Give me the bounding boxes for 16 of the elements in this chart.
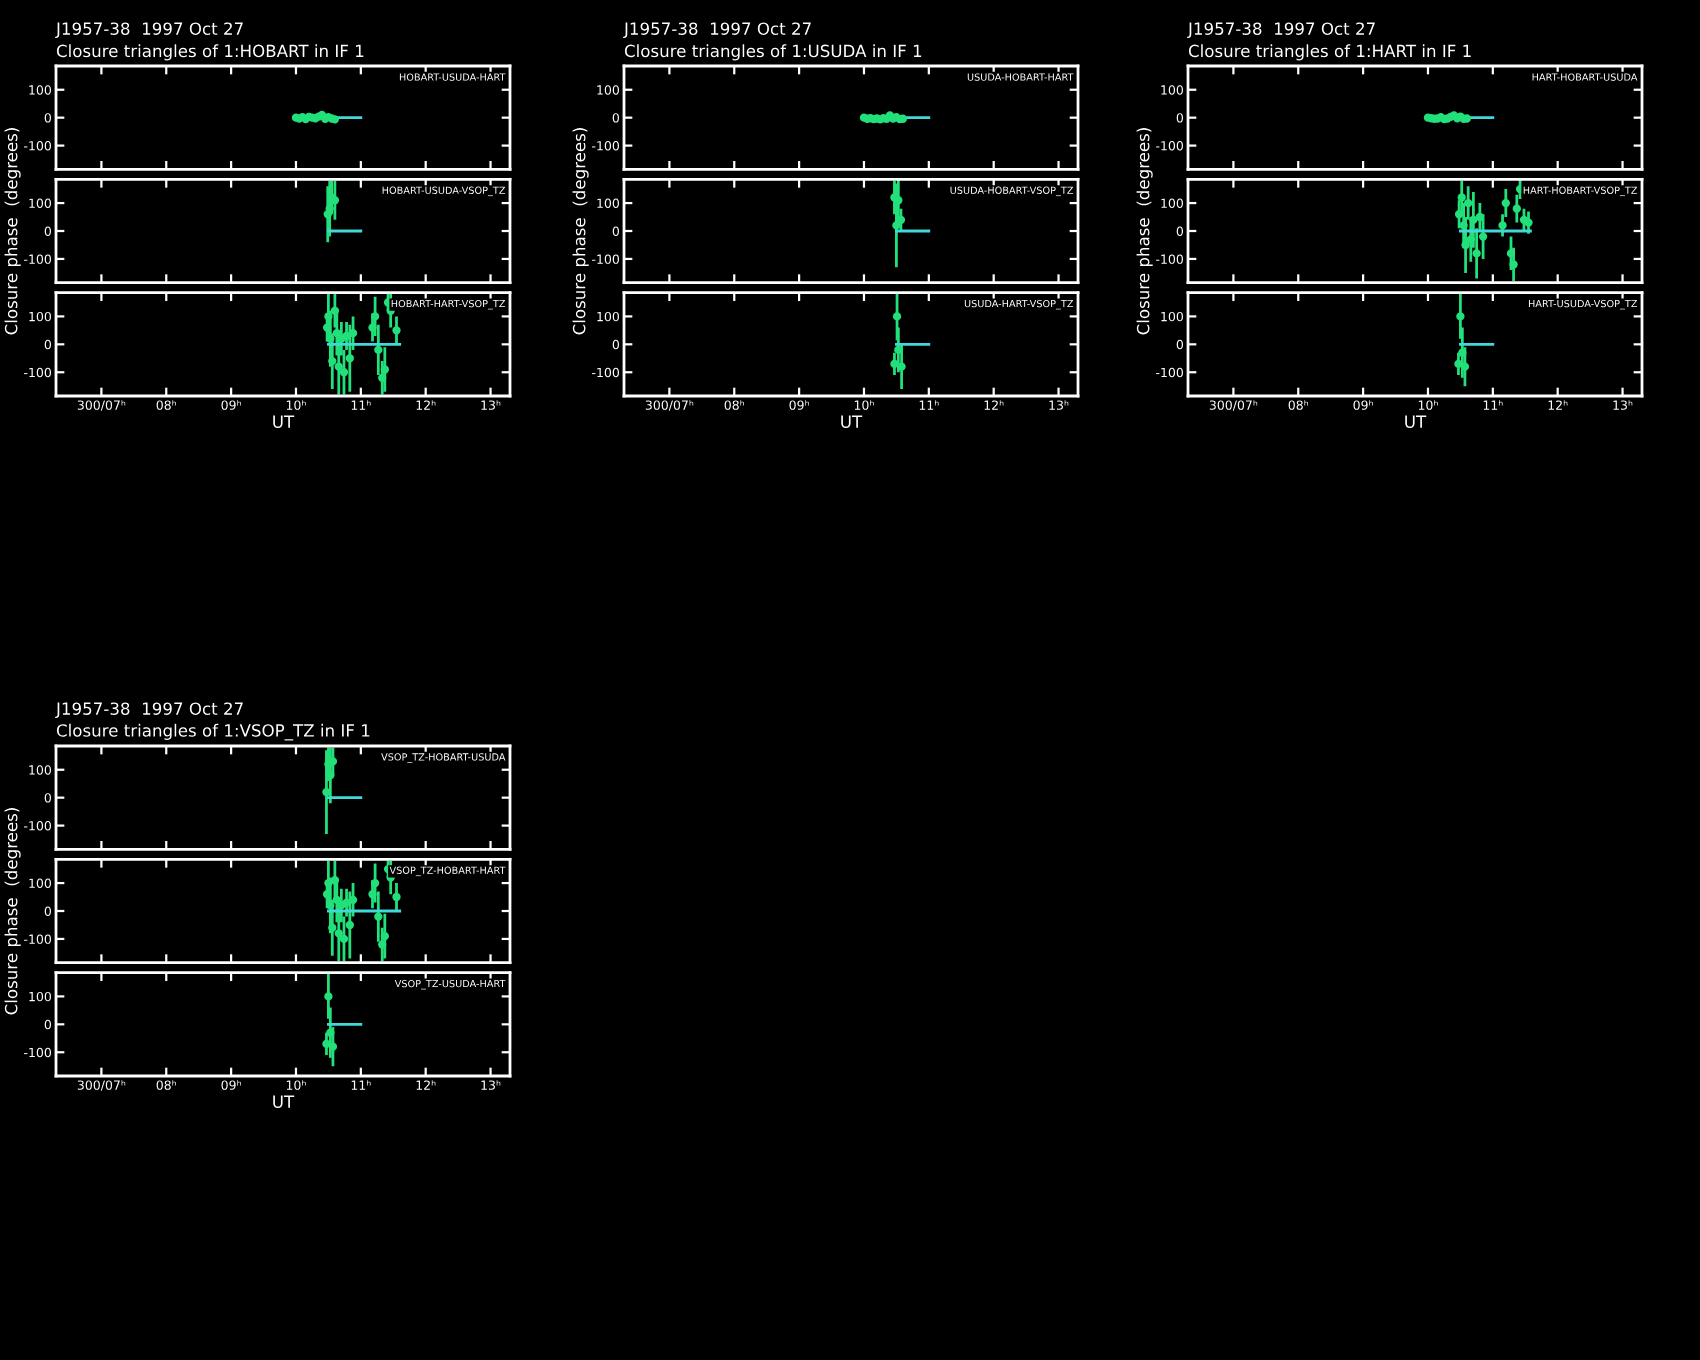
chart-title: J1957-38 1997 Oct 27 [55,22,243,39]
x-axis-title: UT [1405,415,1427,428]
x-axis-title: UT [273,415,295,428]
y-axis-title: Closure phase (degrees) [1136,128,1153,335]
y-axis-title: Closure phase (degrees) [4,808,21,1015]
chart-title: J1957-38 1997 Oct 27 [55,702,243,719]
chart-subtitle: Closure triangles of 1:USUDA in IF 1 [624,44,922,61]
chart-subtitle: Closure triangles of 1:VSOP_TZ in IF 1 [56,723,370,741]
chart-title: J1957-38 1997 Oct 27 [623,22,811,39]
y-axis-title: Closure phase (degrees) [572,128,589,335]
x-axis-title: UT [273,1095,295,1108]
chart-subtitle: Closure triangles of 1:HOBART in IF 1 [56,44,364,61]
chart-subtitle: Closure triangles of 1:HART in IF 1 [1188,44,1471,61]
x-axis-title: UT [841,415,863,428]
chart-title: J1957-38 1997 Oct 27 [1187,22,1375,39]
y-axis-title: Closure phase (degrees) [4,128,21,335]
